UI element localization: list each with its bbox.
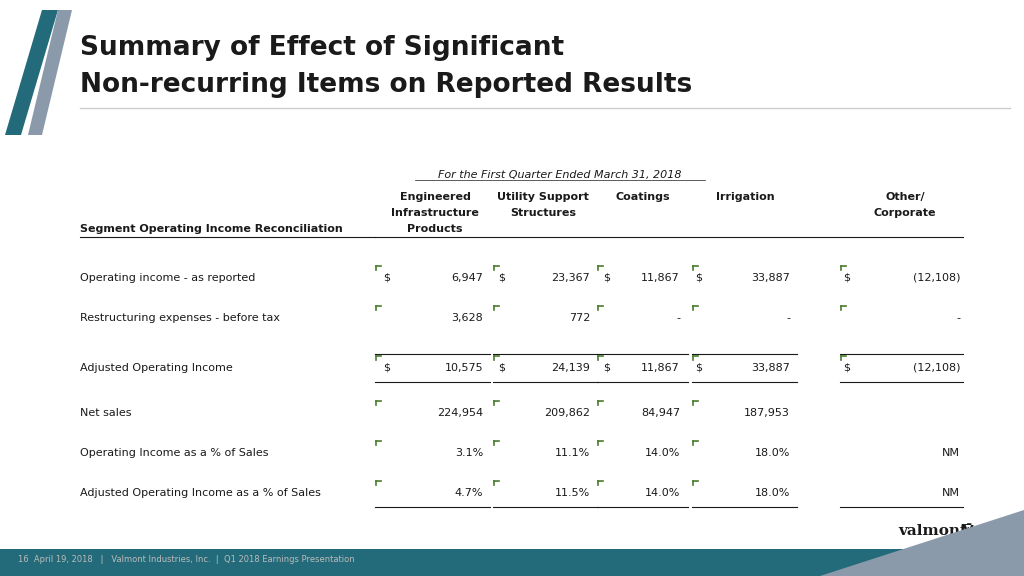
Text: V̄: V̄ — [963, 524, 974, 538]
Text: 6,947: 6,947 — [452, 273, 483, 283]
Text: 11,867: 11,867 — [641, 273, 680, 283]
Text: 33,887: 33,887 — [752, 273, 790, 283]
Text: Operating Income as a % of Sales: Operating Income as a % of Sales — [80, 448, 268, 458]
Text: 11.5%: 11.5% — [555, 488, 590, 498]
Text: For the First Quarter Ended March 31, 2018: For the First Quarter Ended March 31, 20… — [438, 170, 682, 180]
Text: Restructuring expenses - before tax: Restructuring expenses - before tax — [80, 313, 280, 323]
Text: 16  April 19, 2018   |   Valmont Industries, Inc.  |  Q1 2018 Earnings Presentat: 16 April 19, 2018 | Valmont Industries, … — [18, 555, 354, 564]
Text: $: $ — [843, 273, 850, 283]
Text: 187,953: 187,953 — [744, 408, 790, 418]
Text: Segment Operating Income Reconciliation: Segment Operating Income Reconciliation — [80, 224, 343, 234]
Text: 14.0%: 14.0% — [645, 448, 680, 458]
Text: 24,139: 24,139 — [551, 363, 590, 373]
Text: Adjusted Operating Income as a % of Sales: Adjusted Operating Income as a % of Sale… — [80, 488, 321, 498]
Text: Net sales: Net sales — [80, 408, 131, 418]
Text: 4.7%: 4.7% — [455, 488, 483, 498]
Text: Summary of Effect of Significant: Summary of Effect of Significant — [80, 35, 564, 61]
Text: $: $ — [603, 273, 610, 283]
Text: 84,947: 84,947 — [641, 408, 680, 418]
Text: Utility Support: Utility Support — [497, 192, 589, 202]
Text: NM: NM — [942, 488, 961, 498]
Text: Operating income - as reported: Operating income - as reported — [80, 273, 255, 283]
Text: Structures: Structures — [510, 208, 575, 218]
Text: NM: NM — [942, 448, 961, 458]
Polygon shape — [5, 10, 58, 135]
Text: 3.1%: 3.1% — [455, 448, 483, 458]
Text: Infrastructure: Infrastructure — [391, 208, 479, 218]
Polygon shape — [28, 10, 72, 135]
Text: -: - — [956, 313, 961, 323]
Text: (12,108): (12,108) — [912, 273, 961, 283]
Text: Products: Products — [408, 224, 463, 234]
Text: $: $ — [498, 273, 505, 283]
Text: valmont: valmont — [898, 524, 967, 538]
Text: 23,367: 23,367 — [551, 273, 590, 283]
Text: -: - — [786, 313, 790, 323]
Text: 11.1%: 11.1% — [555, 448, 590, 458]
Text: Irrigation: Irrigation — [716, 192, 774, 202]
Text: 224,954: 224,954 — [437, 408, 483, 418]
Text: 18.0%: 18.0% — [755, 488, 790, 498]
Text: 3,628: 3,628 — [452, 313, 483, 323]
Text: Adjusted Operating Income: Adjusted Operating Income — [80, 363, 232, 373]
Bar — [0, 549, 1024, 576]
Text: $: $ — [498, 363, 505, 373]
Text: 14.0%: 14.0% — [645, 488, 680, 498]
Text: $: $ — [843, 363, 850, 373]
Text: Corporate: Corporate — [873, 208, 936, 218]
Text: $: $ — [695, 273, 702, 283]
Text: 772: 772 — [568, 313, 590, 323]
Text: $: $ — [383, 363, 390, 373]
Text: 209,862: 209,862 — [544, 408, 590, 418]
Polygon shape — [820, 510, 1024, 576]
Text: 10,575: 10,575 — [444, 363, 483, 373]
Text: (12,108): (12,108) — [912, 363, 961, 373]
Text: Engineered: Engineered — [399, 192, 470, 202]
Text: 33,887: 33,887 — [752, 363, 790, 373]
Text: -: - — [676, 313, 680, 323]
Text: 18.0%: 18.0% — [755, 448, 790, 458]
Text: Coatings: Coatings — [615, 192, 671, 202]
Text: $: $ — [603, 363, 610, 373]
Text: $: $ — [695, 363, 702, 373]
Text: 11,867: 11,867 — [641, 363, 680, 373]
Text: ᴠ̅: ᴠ̅ — [962, 525, 970, 537]
Text: Non-recurring Items on Reported Results: Non-recurring Items on Reported Results — [80, 72, 692, 98]
Text: Other/: Other/ — [885, 192, 925, 202]
Text: $: $ — [383, 273, 390, 283]
